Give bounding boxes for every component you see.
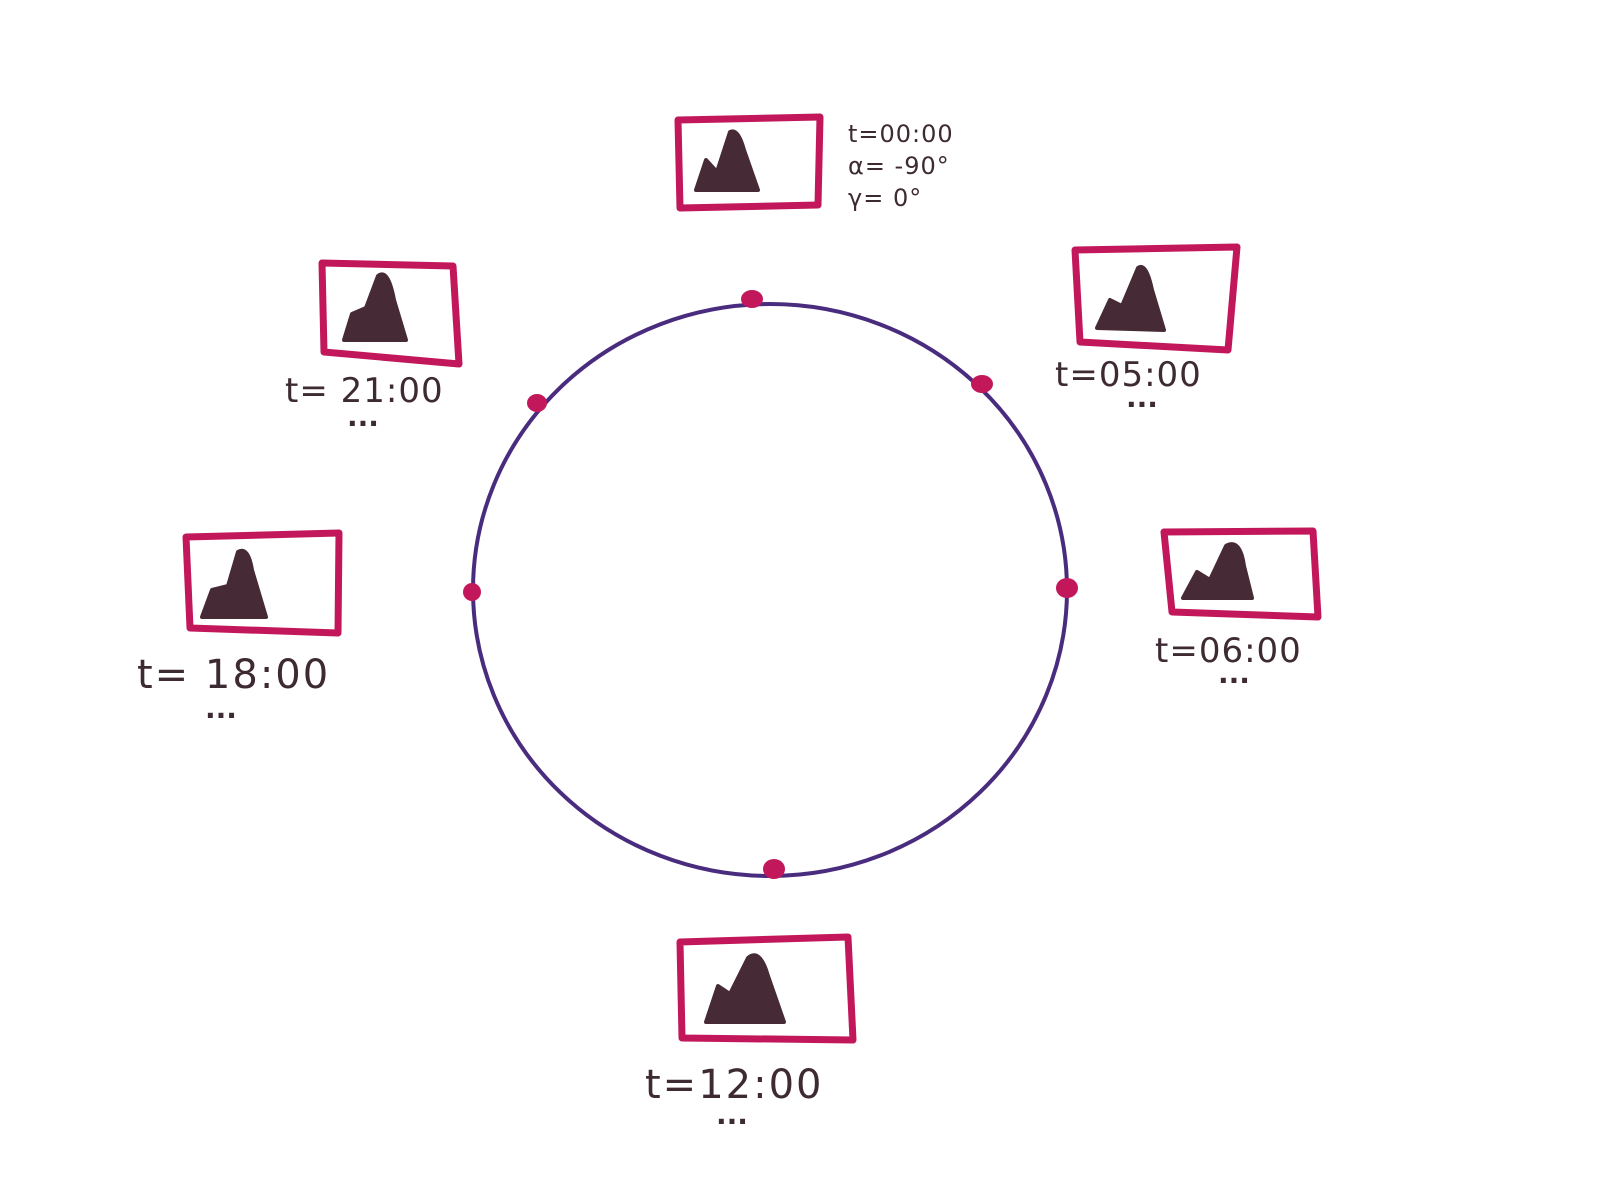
snapshot-label-line: γ= 0° — [848, 184, 922, 212]
image-placeholder-icon — [1071, 243, 1241, 354]
snapshot-label-line: t=12:00 — [645, 1062, 823, 1108]
mountain-icon — [704, 953, 786, 1024]
snapshot-ellipsis: ... — [1218, 657, 1250, 690]
mountain-icon — [200, 548, 268, 619]
snapshot-label-line: t=00:00 — [848, 120, 954, 148]
orbit-marker-0600 — [1056, 578, 1078, 598]
snapshot-ellipsis: ... — [1126, 381, 1158, 414]
snapshot-label-line: t=05:00 — [1055, 355, 1202, 395]
mountain-icon — [694, 129, 760, 192]
snapshot-label-line: t= 21:00 — [285, 371, 444, 411]
image-placeholder-icon — [674, 113, 824, 212]
orbit-marker-0500 — [971, 375, 993, 393]
snapshot-label-line: t= 18:00 — [137, 652, 330, 698]
image-placeholder-icon — [676, 933, 857, 1044]
snapshot-label-line: α= -90° — [848, 152, 950, 180]
mountain-icon — [342, 272, 408, 342]
mountain-icon — [1095, 265, 1166, 332]
snapshot-ellipsis: ... — [205, 692, 237, 725]
mountain-icon — [1181, 542, 1254, 600]
orbit-marker-1800 — [463, 583, 481, 601]
snapshot-1800: t= 18:00 ... — [137, 529, 343, 725]
image-placeholder-icon — [318, 259, 463, 368]
snapshot-0000: t=00:00 α= -90° γ= 0° — [674, 113, 954, 212]
orbit-marker-1200 — [763, 859, 785, 879]
orbit-marker-2100 — [527, 394, 547, 412]
snapshot-ellipsis: ... — [347, 400, 379, 433]
orbit-markers — [463, 290, 1078, 879]
snapshot-1200: t=12:00 ... — [645, 933, 857, 1131]
image-placeholder-icon — [182, 529, 343, 637]
snapshot-2100: t= 21:00 ... — [285, 259, 463, 433]
image-placeholder-icon — [1160, 527, 1322, 621]
snapshot-label-line: t=06:00 — [1155, 631, 1302, 671]
snapshot-0600: t=06:00 ... — [1155, 527, 1322, 690]
orbit-marker-0000 — [741, 290, 763, 308]
snapshot-ellipsis: ... — [716, 1098, 748, 1131]
snapshot-0500: t=05:00 ... — [1055, 243, 1241, 414]
